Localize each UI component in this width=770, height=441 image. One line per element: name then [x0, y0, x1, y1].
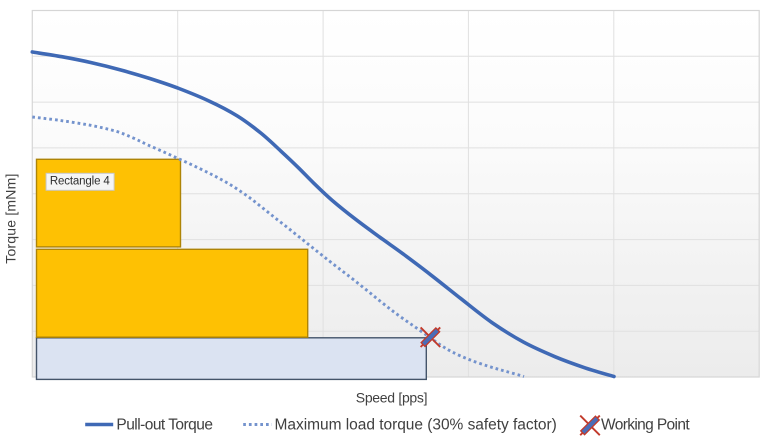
svg-text:Maximum load torque (30% safet: Maximum load torque (30% safety factor): [275, 417, 557, 434]
svg-text:Torque [mNm]: Torque [mNm]: [3, 173, 19, 263]
svg-text:Working Point: Working Point: [601, 417, 690, 434]
svg-text:Speed [pps]: Speed [pps]: [356, 389, 427, 405]
svg-text:Pull-out Torque: Pull-out Torque: [116, 417, 212, 434]
svg-text:Rectangle 4: Rectangle 4: [50, 175, 110, 187]
